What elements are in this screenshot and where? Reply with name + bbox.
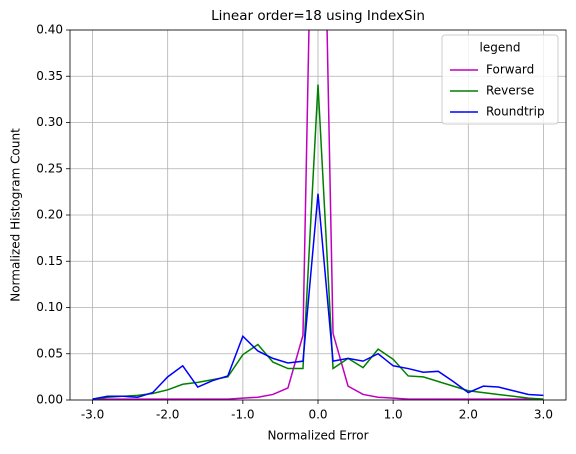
legend: legend Forward Reverse Roundtrip xyxy=(441,34,559,125)
y-tick-label: 0.25 xyxy=(36,161,63,175)
y-tick-label: 0.05 xyxy=(36,346,63,360)
series-line xyxy=(92,193,544,400)
legend-box xyxy=(441,34,559,125)
y-tick-label: 0.40 xyxy=(36,23,63,37)
x-tick-label: 0.0 xyxy=(308,408,327,422)
y-tick-label: 0.10 xyxy=(36,300,63,314)
y-tick-label: 0.00 xyxy=(36,393,63,407)
x-tick-label: -2.0 xyxy=(156,408,179,422)
y-axis-label: Normalized Histogram Count xyxy=(9,128,23,302)
x-tick-label: 2.0 xyxy=(459,408,478,422)
x-tick-label: 1.0 xyxy=(384,408,403,422)
y-tick-label: 0.30 xyxy=(36,115,63,129)
series-line xyxy=(92,30,544,400)
series-line xyxy=(92,84,544,400)
chart-title: Linear order=18 using IndexSin xyxy=(211,8,425,24)
y-tick-label: 0.15 xyxy=(36,254,63,268)
x-tick-label: -1.0 xyxy=(231,408,254,422)
plot-lines xyxy=(92,30,544,400)
x-axis-label: Normalized Error xyxy=(267,429,368,443)
legend-label: Reverse xyxy=(486,84,534,98)
legend-title: legend xyxy=(480,41,521,55)
x-tick-label: 3.0 xyxy=(534,408,553,422)
legend-label: Roundtrip xyxy=(486,105,545,119)
y-tick-label: 0.20 xyxy=(36,208,63,222)
legend-label: Forward xyxy=(486,63,534,77)
y-tick-label: 0.35 xyxy=(36,69,63,83)
x-tick-label: -3.0 xyxy=(81,408,104,422)
